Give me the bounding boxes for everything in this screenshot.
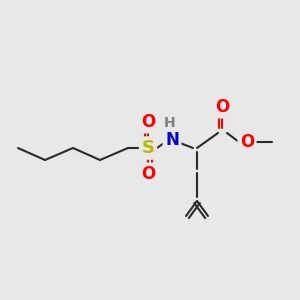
Text: N: N — [165, 131, 179, 149]
Text: O: O — [240, 133, 254, 151]
Text: S: S — [142, 139, 154, 157]
Text: O: O — [215, 98, 229, 116]
Text: O: O — [141, 165, 155, 183]
Text: O: O — [141, 113, 155, 131]
Text: H: H — [164, 116, 176, 130]
